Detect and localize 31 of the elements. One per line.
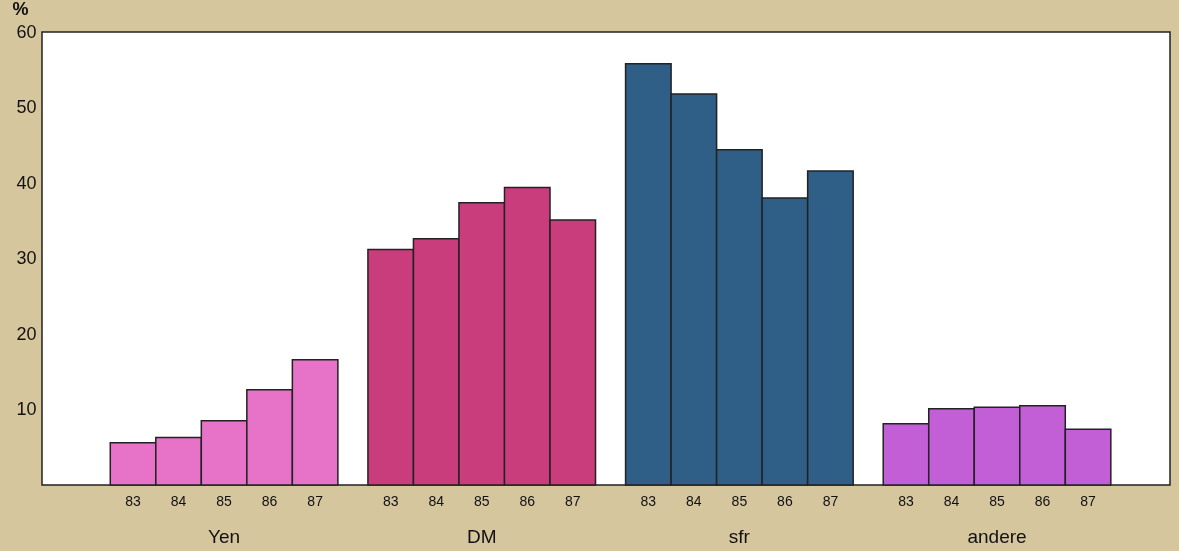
x-tick-label: 86	[1034, 493, 1051, 509]
x-tick-label: 86	[261, 493, 278, 509]
x-tick-label: 83	[125, 493, 142, 509]
y-tick-label: 30	[16, 248, 37, 268]
x-tick-label: 84	[686, 493, 702, 509]
x-tick-label: 84	[943, 493, 960, 509]
x-tick-label: 83	[382, 493, 399, 509]
x-tick-label: 83	[898, 493, 914, 509]
x-tick-label: 83	[640, 493, 657, 509]
x-tick-label: 85	[731, 493, 748, 509]
y-tick-label: 20	[16, 323, 37, 344]
x-tick-label: 86	[519, 493, 536, 509]
x-tick-label: 84	[428, 493, 445, 509]
x-tick-label: 85	[216, 493, 233, 509]
y-tick-label: 60	[16, 21, 37, 42]
x-tick-label: 85	[989, 493, 1006, 509]
y-tick-label: 40	[16, 172, 37, 193]
x-tick-label: 87	[1080, 493, 1097, 509]
x-tick-label: 86	[777, 493, 793, 509]
text: Yen	[208, 526, 241, 547]
y-tick-label: 50	[16, 97, 37, 117]
text: andere	[967, 526, 1027, 547]
x-tick-label: 87	[307, 493, 324, 509]
x-tick-label: 84	[170, 493, 187, 509]
x-tick-label: 87	[822, 493, 839, 509]
text: DM	[466, 526, 497, 547]
text: sfr	[728, 526, 751, 547]
y-axis-title: %	[12, 0, 29, 19]
x-tick-label: 87	[564, 493, 581, 509]
y-tick-label: 10	[16, 399, 37, 419]
x-tick-label: 85	[473, 493, 490, 509]
